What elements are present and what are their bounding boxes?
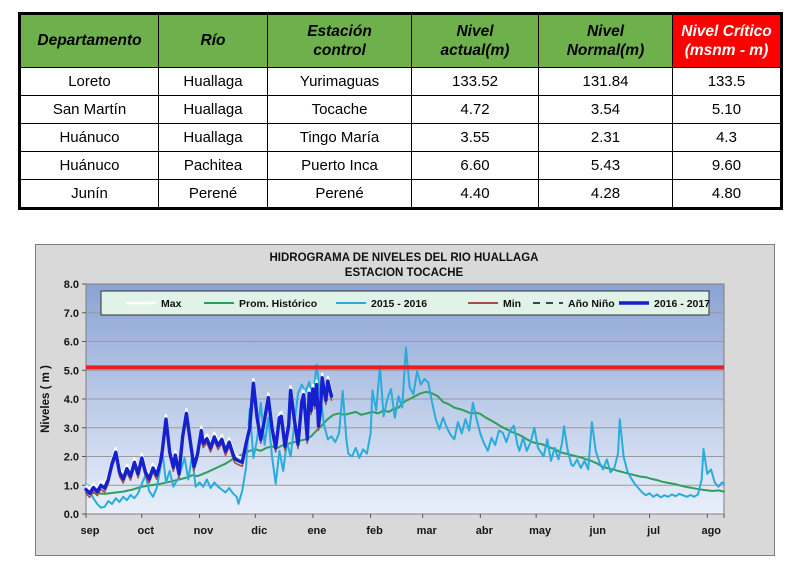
table-cell: 3.54 xyxy=(538,95,673,124)
y-tick-label: 2.0 xyxy=(64,452,79,464)
river-levels-table: Departamento Río Estación control Nivel actua… xyxy=(18,12,783,210)
legend: Max Prom. Histórico 2015 - 2016 Min Año Niño… xyxy=(100,290,710,316)
x-tick-label: nov xyxy=(194,525,214,537)
table-cell: Huallaga xyxy=(158,67,268,96)
table-row: San Martín Huallaga Tocache 4.72 3.54 5.10 xyxy=(19,95,782,124)
header-cell: Departamento xyxy=(19,13,159,68)
y-tick-label: 1.0 xyxy=(64,480,79,492)
header-cell: Río xyxy=(158,13,268,68)
y-tick-label: 6.0 xyxy=(64,337,79,349)
series-2016-2017 xyxy=(84,375,334,496)
table-cell: 4.28 xyxy=(538,179,673,209)
table-cell: 133.52 xyxy=(411,67,539,96)
x-tick-label: dic xyxy=(251,525,267,537)
x-tick-label: may xyxy=(529,525,552,537)
table-row: Loreto Huallaga Yurimaguas 133.52 131.84 133.… xyxy=(19,67,782,96)
table-cell: Huánuco xyxy=(19,151,159,180)
legend-label: Año Niño xyxy=(568,298,615,310)
x-tick-label: abr xyxy=(476,525,494,537)
table-cell: Huallaga xyxy=(158,95,268,124)
y-tick-label: 5.0 xyxy=(64,365,79,377)
table-cell: 9.60 xyxy=(672,151,782,180)
x-tick-label: jun xyxy=(589,525,607,537)
legend-label: Max xyxy=(161,298,182,310)
x-tick-label: sep xyxy=(81,525,100,537)
header-cell: Nivel Normal(m) xyxy=(538,13,673,68)
table-cell: 5.10 xyxy=(672,95,782,124)
legend-label: 2015 - 2016 xyxy=(371,298,427,310)
hydrograph-chart-panel: HIDROGRAMA DE NIVELES DEL RIO HUALLAGA E… xyxy=(35,244,775,556)
y-tick-label: 3.0 xyxy=(64,423,79,435)
table-cell: 3.55 xyxy=(411,123,539,152)
legend-box xyxy=(100,290,710,316)
x-tick-label: oct xyxy=(138,525,155,537)
x-tick-label: jul xyxy=(646,525,660,537)
table-header-row: Departamento Río Estación control Nivel actua… xyxy=(19,13,782,68)
chart-subtitle: ESTACION TOCACHE xyxy=(345,267,464,279)
table-row: Junín Perené Perené 4.40 4.28 4.80 xyxy=(19,179,782,209)
x-tick-label: feb xyxy=(366,525,383,537)
x-tick-label: mar xyxy=(417,525,438,537)
axes: 0.0 1.0 2.0 3.0 4.0 5.0 6.0 7.0 8.0 sep oct nov dic e… xyxy=(64,279,725,537)
table-cell: Perené xyxy=(267,179,412,209)
y-tick-label: 8.0 xyxy=(64,279,79,291)
levels-table: Departamento Río Estación control Nivel actua… xyxy=(18,12,783,210)
table-cell: Huánuco xyxy=(19,123,159,152)
x-tick-label: ago xyxy=(701,525,721,537)
table-cell: Tocache xyxy=(267,95,412,124)
table-cell: Puerto Inca xyxy=(267,151,412,180)
table-cell: Yurimaguas xyxy=(267,67,412,96)
legend-label: 2016 - 2017 xyxy=(654,298,710,310)
y-tick-label: 0.0 xyxy=(64,509,79,521)
table-cell: Loreto xyxy=(19,67,159,96)
table-cell: Perené xyxy=(158,179,268,209)
legend-label: Min xyxy=(503,298,521,310)
table-row: Huánuco Huallaga Tingo María 3.55 2.31 4.3 xyxy=(19,123,782,152)
series-lines xyxy=(84,346,725,509)
legend-label: Prom. Histórico xyxy=(239,298,317,310)
y-tick-label: 7.0 xyxy=(64,308,79,320)
series-2015-2016 xyxy=(85,346,725,509)
table-cell: San Martín xyxy=(19,95,159,124)
y-tick-label: 4.0 xyxy=(64,394,79,406)
table-cell: Tingo María xyxy=(267,123,412,152)
table-cell: 2.31 xyxy=(538,123,673,152)
header-cell: Nivel Crítico (msnm - m) xyxy=(672,13,782,68)
table-cell: 133.5 xyxy=(672,67,782,96)
levels-table-body: Departamento Río Estación control Nivel actua… xyxy=(19,13,782,209)
table-row: Huánuco Pachitea Puerto Inca 6.60 5.43 9.60 xyxy=(19,151,782,180)
table-cell: Pachitea xyxy=(158,151,268,180)
table-cell: 4.72 xyxy=(411,95,539,124)
table-cell: Junín xyxy=(19,179,159,209)
table-cell: 4.80 xyxy=(672,179,782,209)
chart-title: HIDROGRAMA DE NIVELES DEL RIO HUALLAGA xyxy=(270,252,539,264)
y-axis-title: Niveles ( m ) xyxy=(40,365,52,433)
table-cell: 4.3 xyxy=(672,123,782,152)
header-cell: Estación control xyxy=(267,13,412,68)
table-cell: Huallaga xyxy=(158,123,268,152)
table-cell: 4.40 xyxy=(411,179,539,209)
hydrograph-svg: HIDROGRAMA DE NIVELES DEL RIO HUALLAGA E… xyxy=(40,252,725,537)
x-tick-label: ene xyxy=(307,525,326,537)
header-cell: Nivel actual(m) xyxy=(411,13,539,68)
table-cell: 6.60 xyxy=(411,151,539,180)
table-cell: 131.84 xyxy=(538,67,673,96)
table-cell: 5.43 xyxy=(538,151,673,180)
